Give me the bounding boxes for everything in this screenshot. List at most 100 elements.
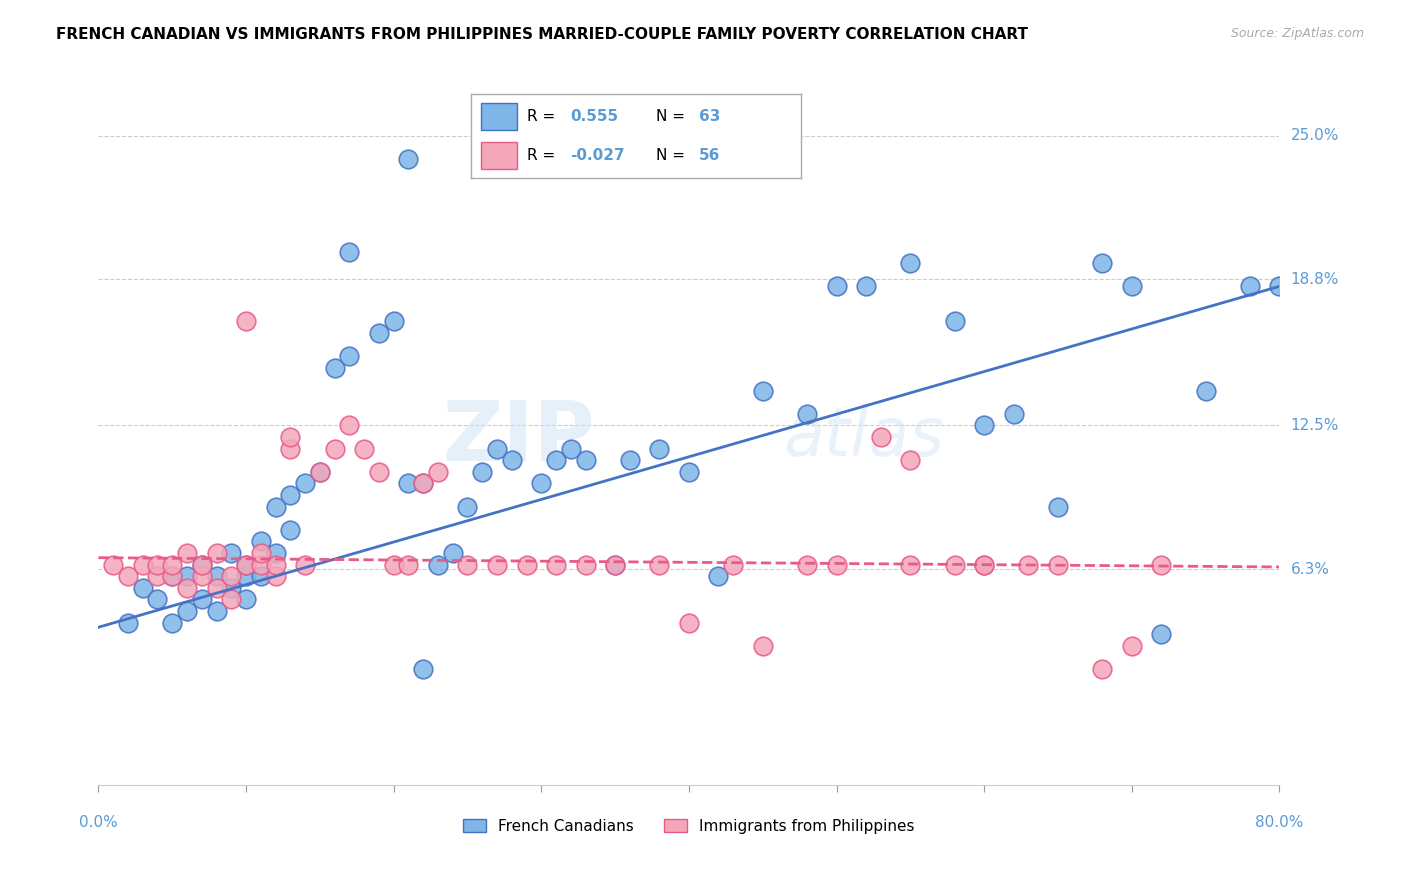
Point <box>546 558 568 572</box>
Text: 80.0%: 80.0% <box>1256 815 1303 830</box>
Point <box>191 592 214 607</box>
Text: N =: N = <box>657 109 690 124</box>
Point <box>900 453 922 467</box>
Point <box>546 453 568 467</box>
Point <box>412 662 434 676</box>
Point <box>250 569 273 583</box>
Point <box>294 558 316 572</box>
Point <box>176 581 198 595</box>
Point <box>648 558 671 572</box>
Point <box>250 546 273 560</box>
Point <box>132 581 155 595</box>
Point <box>162 569 183 583</box>
Point <box>368 465 391 479</box>
Point <box>575 453 598 467</box>
Point <box>235 558 257 572</box>
Text: R =: R = <box>527 148 561 163</box>
Point <box>398 476 420 491</box>
Point <box>117 615 139 630</box>
Text: 25.0%: 25.0% <box>1291 128 1339 143</box>
Point <box>678 465 700 479</box>
Point <box>723 558 745 572</box>
Point <box>205 569 228 583</box>
Text: FRENCH CANADIAN VS IMMIGRANTS FROM PHILIPPINES MARRIED-COUPLE FAMILY POVERTY COR: FRENCH CANADIAN VS IMMIGRANTS FROM PHILI… <box>56 27 1028 42</box>
Point <box>825 279 848 293</box>
Point <box>943 314 966 328</box>
Point <box>752 639 775 653</box>
Point <box>323 442 346 456</box>
Point <box>1268 279 1291 293</box>
Point <box>796 407 818 421</box>
Point <box>648 442 671 456</box>
Text: atlas: atlas <box>783 404 945 470</box>
Point <box>1195 384 1218 398</box>
Point <box>973 418 995 433</box>
Point <box>501 453 523 467</box>
Point <box>235 558 257 572</box>
Point <box>605 558 627 572</box>
Point <box>103 558 125 572</box>
Point <box>382 558 405 572</box>
Point <box>235 569 257 583</box>
Point <box>457 558 479 572</box>
Point <box>1018 558 1040 572</box>
Point <box>1002 407 1025 421</box>
Point <box>280 442 302 456</box>
Point <box>323 360 346 375</box>
Point <box>339 418 361 433</box>
Point <box>221 569 243 583</box>
Point <box>264 500 287 514</box>
Point <box>264 558 287 572</box>
Point <box>412 476 434 491</box>
FancyBboxPatch shape <box>481 142 517 169</box>
Point <box>457 500 479 514</box>
Point <box>191 558 214 572</box>
Point <box>339 244 361 259</box>
Point <box>530 476 553 491</box>
Point <box>398 558 420 572</box>
Point <box>205 546 228 560</box>
Point <box>486 442 509 456</box>
Text: 56: 56 <box>699 148 720 163</box>
Point <box>900 558 922 572</box>
Point <box>309 465 332 479</box>
Point <box>1121 639 1143 653</box>
Text: ZIP: ZIP <box>441 397 595 477</box>
Point <box>900 256 922 270</box>
Point <box>221 581 243 595</box>
Point <box>191 558 214 572</box>
Text: 63: 63 <box>699 109 720 124</box>
Point <box>855 279 877 293</box>
Point <box>398 152 420 166</box>
Text: Source: ZipAtlas.com: Source: ZipAtlas.com <box>1230 27 1364 40</box>
Point <box>162 615 183 630</box>
Point <box>176 569 198 583</box>
Legend: French Canadians, Immigrants from Philippines: French Canadians, Immigrants from Philip… <box>457 813 921 840</box>
Point <box>132 558 155 572</box>
Point <box>560 442 582 456</box>
Text: N =: N = <box>657 148 690 163</box>
Point <box>605 558 627 572</box>
Point <box>427 465 450 479</box>
Point <box>221 546 243 560</box>
Point <box>264 546 287 560</box>
Point <box>264 569 287 583</box>
Point <box>353 442 375 456</box>
Point <box>382 314 405 328</box>
Point <box>486 558 509 572</box>
Point <box>1239 279 1261 293</box>
Point <box>339 349 361 363</box>
Text: -0.027: -0.027 <box>571 148 624 163</box>
Point <box>162 558 183 572</box>
Point <box>707 569 730 583</box>
Point <box>176 604 198 618</box>
Text: 6.3%: 6.3% <box>1291 562 1330 577</box>
Point <box>575 558 598 572</box>
Point <box>1046 500 1070 514</box>
Point <box>619 453 641 467</box>
Point <box>146 569 169 583</box>
Point <box>516 558 538 572</box>
Point <box>943 558 966 572</box>
Point <box>441 546 464 560</box>
Point <box>221 592 243 607</box>
